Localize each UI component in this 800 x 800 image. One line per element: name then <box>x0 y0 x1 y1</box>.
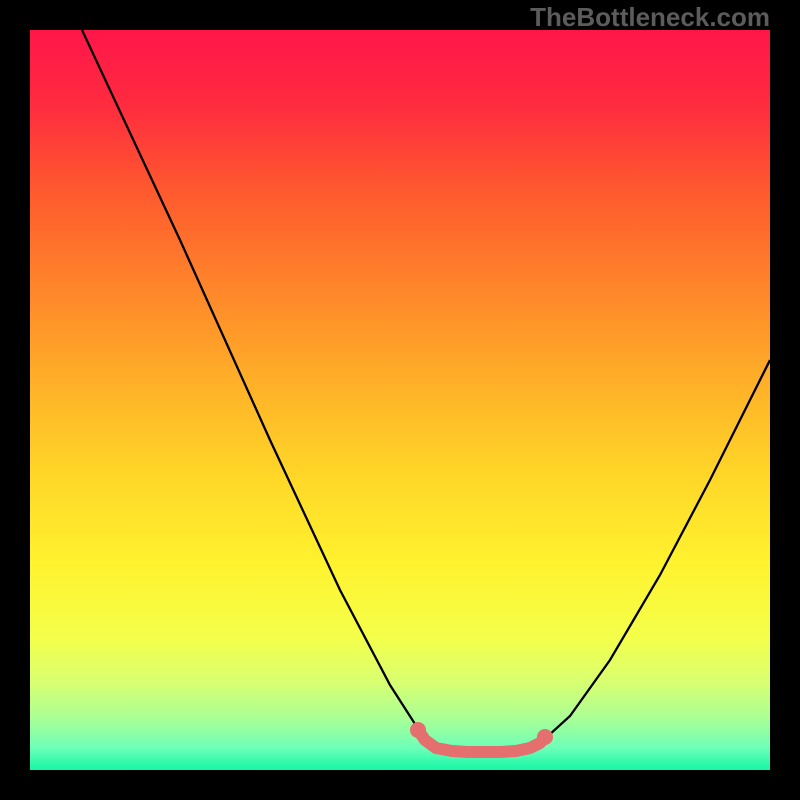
watermark-text: TheBottleneck.com <box>530 2 770 33</box>
gradient-background <box>30 30 770 770</box>
chart-svg <box>0 0 800 800</box>
chart-frame: TheBottleneck.com <box>0 0 800 800</box>
bottom-marker-cap-right <box>537 729 553 745</box>
bottom-marker-cap-left <box>410 722 426 738</box>
